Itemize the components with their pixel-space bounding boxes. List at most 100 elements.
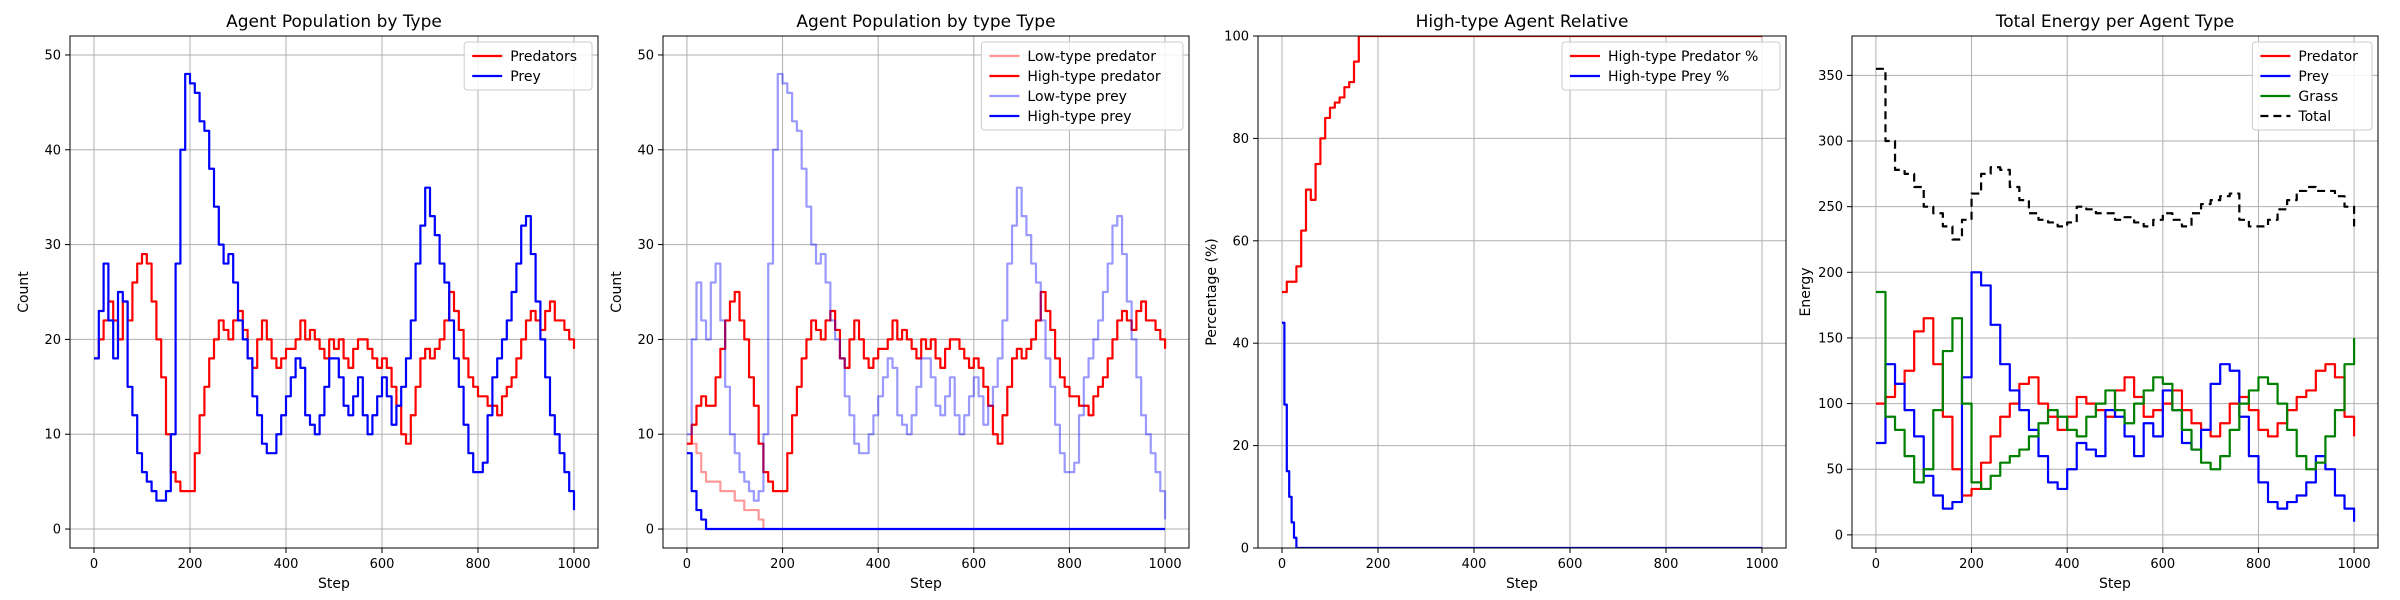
- legend-label-prey: Prey: [510, 69, 541, 85]
- legend-box: [2251, 41, 2373, 131]
- series-line-high-type-predator: [1282, 36, 1762, 294]
- x-tick-label: 600: [370, 557, 395, 572]
- legend-box: [463, 41, 593, 91]
- x-tick-label: 400: [866, 557, 891, 572]
- x-tick-label: 400: [1462, 557, 1487, 572]
- x-tick-label: 0: [90, 557, 98, 572]
- axes-frame: [1851, 35, 2379, 549]
- x-tick-label: 0: [683, 557, 691, 572]
- y-tick-label: 50: [1826, 463, 1843, 478]
- x-tick-label: 600: [2150, 557, 2175, 572]
- legend-label-low-type-predator: Low-type predator: [1027, 49, 1156, 65]
- y-tick-label: 20: [637, 333, 654, 348]
- x-tick-label: 400: [2055, 557, 2080, 572]
- series-group: [686, 72, 1167, 531]
- legend-label-high-type-prey: High-type Prey %: [1608, 69, 1729, 85]
- x-axis-label: Step: [910, 576, 942, 592]
- chart-panel-3: 0 200 400 600 800 1000 0 20 40 60 80 100 High-type A…: [1204, 12, 1787, 592]
- y-tick-label: 40: [1232, 337, 1249, 352]
- series-line-high-type-prey: [1282, 321, 1762, 548]
- legend-label-low-type-prey: Low-type prey: [1027, 89, 1127, 105]
- y-axis-label: Count: [609, 271, 625, 313]
- series-line-low-type-predator: [686, 442, 765, 530]
- legend-label-predator: Predator: [2298, 49, 2358, 65]
- y-tick-label: 0: [646, 523, 654, 538]
- legend-box: [980, 41, 1184, 131]
- axes-frame: [1257, 35, 1787, 549]
- series-line-prey: [94, 72, 576, 511]
- chart-title: Total Energy per Agent Type: [1995, 12, 2234, 32]
- x-tick-label: 800: [1057, 557, 1082, 572]
- chart-title: Agent Population by type Type: [796, 12, 1055, 32]
- y-axis-label: Energy: [1798, 267, 1814, 316]
- y-tick-label: 200: [1818, 266, 1843, 281]
- legend-label-grass: Grass: [2298, 89, 2338, 105]
- y-tick-label: 100: [1818, 397, 1843, 412]
- y-tick-label: 150: [1818, 331, 1843, 346]
- legend: Predator Prey Grass Total: [2251, 41, 2373, 131]
- legend-label-total: Total: [2297, 109, 2331, 125]
- chart-title: High-type Agent Relative: [1416, 12, 1629, 32]
- series-line-prey: [1875, 271, 2356, 522]
- x-tick-label: 200: [770, 557, 795, 572]
- x-tick-label: 0: [1278, 557, 1286, 572]
- y-tick-label: 40: [44, 143, 61, 158]
- y-tick-label: 300: [1818, 135, 1843, 150]
- x-axis-label: Step: [2099, 576, 2131, 592]
- y-tick-label: 0: [1241, 542, 1249, 557]
- x-tick-label: 1000: [1149, 557, 1182, 572]
- legend: Low-type predator High-type predator Low-t…: [980, 41, 1184, 131]
- x-tick-label: 1000: [1745, 557, 1778, 572]
- x-axis-label: Step: [318, 576, 350, 592]
- y-tick-label: 80: [1232, 132, 1249, 147]
- x-tick-label: 400: [274, 557, 299, 572]
- legend-box: [1561, 41, 1781, 91]
- x-tick-label: 1000: [2338, 557, 2371, 572]
- x-tick-label: 600: [1558, 557, 1583, 572]
- y-tick-label: 20: [44, 333, 61, 348]
- series-line-grass: [1875, 290, 2356, 491]
- y-tick-label: 50: [637, 48, 654, 63]
- legend-label-high-type-predator: High-type predator: [1027, 69, 1160, 85]
- legend: High-type Predator % High-type Prey %: [1561, 41, 1781, 91]
- y-tick-label: 40: [637, 143, 654, 158]
- y-axis-label: Percentage (%): [1204, 238, 1220, 345]
- series-line-high-type-prey: [686, 452, 1166, 531]
- legend-label-prey: Prey: [2298, 69, 2329, 85]
- chart-title: Agent Population by Type: [226, 12, 442, 32]
- series-line-high-type-predator: [686, 290, 1167, 493]
- legend-label-high-type-prey: High-type prey: [1027, 109, 1131, 125]
- series-line-predators: [94, 252, 576, 493]
- y-tick-label: 250: [1818, 200, 1843, 215]
- y-tick-label: 60: [1232, 234, 1249, 249]
- x-tick-label: 200: [1959, 557, 1984, 572]
- x-tick-label: 800: [1654, 557, 1679, 572]
- y-tick-label: 20: [1232, 439, 1249, 454]
- y-tick-label: 100: [1224, 30, 1249, 45]
- y-tick-label: 0: [53, 523, 61, 538]
- x-tick-label: 800: [2246, 557, 2271, 572]
- series-group: [94, 72, 576, 511]
- chart-panel-4: 0 200 400 600 800 1000 0 50 100 150 200 250 300 350 To…: [1798, 12, 2379, 592]
- y-tick-label: 50: [44, 48, 61, 63]
- x-tick-label: 200: [178, 557, 203, 572]
- y-tick-label: 10: [637, 428, 654, 443]
- y-tick-label: 30: [44, 238, 61, 253]
- legend-label-predators: Predators: [510, 49, 577, 65]
- chart-panel-2: 0 200 400 600 800 1000 0 10 20 30 40 50 Agent Popula…: [609, 12, 1190, 592]
- x-axis-label: Step: [1506, 576, 1538, 592]
- legend-label-high-type-predator: High-type Predator %: [1608, 49, 1758, 65]
- series-line-low-type-prey: [686, 72, 1167, 520]
- y-tick-label: 350: [1818, 69, 1843, 84]
- y-axis-label: Count: [16, 271, 32, 313]
- y-tick-label: 30: [637, 238, 654, 253]
- series-group: [1875, 67, 2356, 522]
- series-line-total: [1875, 67, 2356, 241]
- legend: Predators Prey: [463, 41, 593, 91]
- axes-frame: [662, 35, 1190, 549]
- x-tick-label: 1000: [557, 557, 590, 572]
- y-tick-label: 0: [1835, 528, 1843, 543]
- series-group: [1282, 36, 1762, 548]
- x-tick-label: 200: [1366, 557, 1391, 572]
